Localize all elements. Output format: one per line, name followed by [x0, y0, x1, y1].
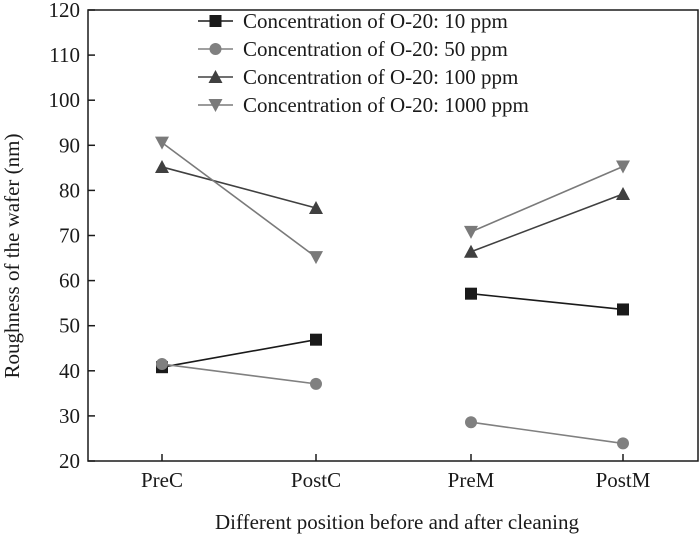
series-4	[155, 136, 630, 265]
y-tick-label: 60	[59, 269, 80, 293]
y-tick-label: 40	[59, 359, 80, 383]
axis-labels: Different position before and after clea…	[0, 134, 580, 534]
y-axis-title: Roughness of the wafer (nm)	[0, 134, 24, 379]
series-line-segment	[161, 338, 317, 368]
x-tick-label: PreM	[448, 468, 495, 492]
legend-marker	[208, 99, 223, 112]
legend-marker	[208, 70, 223, 83]
legend-label: Concentration of O-20: 100 ppm	[243, 65, 518, 89]
data-point	[616, 187, 630, 201]
legend-item: Concentration of O-20: 1000 ppm	[198, 93, 529, 117]
y-tick-label: 80	[59, 178, 80, 202]
data-point	[155, 136, 169, 150]
series-3	[155, 159, 630, 258]
y-tick-label: 90	[59, 133, 80, 157]
series-line-segment	[470, 292, 624, 311]
data-point	[310, 377, 322, 390]
y-tick-label: 50	[59, 314, 80, 338]
y-tick-label: 20	[59, 449, 80, 473]
data-point	[464, 225, 478, 239]
series-line-segment	[161, 363, 317, 385]
axes: 20 30 40 50 60 70 80 90 100 110 120 PreC PostC PreM Po…	[49, 0, 699, 492]
data-point	[310, 333, 322, 346]
legend: Concentration of O-20: 10 ppm Concentrati…	[198, 9, 529, 117]
series-line-segment	[470, 165, 624, 233]
legend-item: Concentration of O-20: 50 ppm	[198, 37, 508, 61]
series-2	[156, 358, 629, 450]
data-point	[465, 416, 477, 429]
x-tick-label: PostC	[291, 468, 341, 492]
x-tick-label: PostM	[596, 468, 651, 492]
data-point	[616, 160, 630, 174]
data-point	[155, 159, 169, 173]
data-point	[156, 358, 168, 371]
data-point	[465, 287, 477, 300]
plot-series	[155, 136, 630, 450]
data-point	[617, 437, 629, 450]
series-line-segment	[470, 421, 624, 445]
y-tick-label: 120	[49, 0, 81, 22]
series-1	[156, 287, 629, 374]
data-point	[617, 303, 629, 316]
data-point	[309, 251, 323, 265]
series-line-segment	[161, 141, 317, 258]
y-tick-label: 100	[49, 88, 81, 112]
legend-label: Concentration of O-20: 50 ppm	[243, 37, 508, 61]
x-axis-title: Different position before and after clea…	[215, 510, 580, 534]
legend-label: Concentration of O-20: 10 ppm	[243, 9, 508, 33]
data-point	[309, 200, 323, 214]
y-tick-label: 30	[59, 404, 80, 428]
legend-item: Concentration of O-20: 10 ppm	[198, 9, 508, 33]
x-tick-label: PreC	[141, 468, 183, 492]
series-line-segment	[470, 193, 624, 253]
y-tick-label: 70	[59, 224, 80, 248]
series-line-segment	[161, 166, 317, 209]
legend-marker	[209, 43, 222, 55]
legend-item: Concentration of O-20: 100 ppm	[198, 65, 518, 89]
legend-marker	[209, 15, 222, 27]
legend-label: Concentration of O-20: 1000 ppm	[243, 93, 529, 117]
data-point	[464, 244, 478, 258]
y-tick-label: 110	[49, 43, 80, 67]
